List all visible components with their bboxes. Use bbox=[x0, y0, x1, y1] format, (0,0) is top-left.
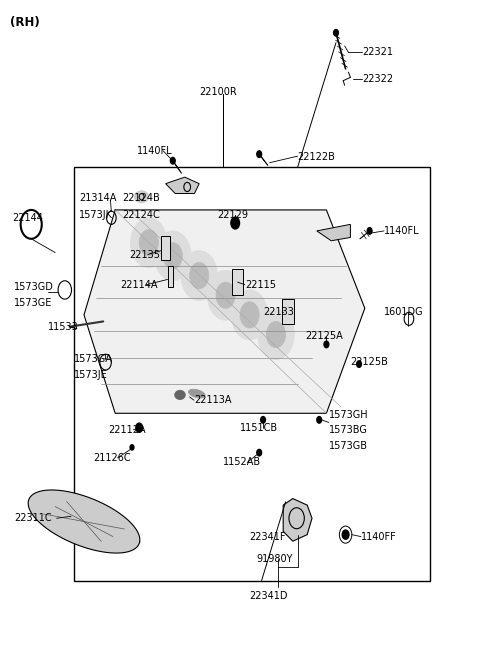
Text: 1573GD: 1573GD bbox=[14, 282, 54, 293]
Text: 1573BG: 1573BG bbox=[329, 425, 368, 436]
Circle shape bbox=[136, 423, 143, 432]
Text: 1573GE: 1573GE bbox=[14, 298, 53, 308]
Text: 22311C: 22311C bbox=[14, 513, 52, 523]
Circle shape bbox=[266, 321, 286, 348]
Bar bbox=[74, 167, 430, 581]
Circle shape bbox=[261, 417, 265, 423]
Text: 22122B: 22122B bbox=[298, 152, 336, 163]
Text: 22322: 22322 bbox=[362, 73, 394, 84]
Text: 91980Y: 91980Y bbox=[257, 554, 293, 564]
Circle shape bbox=[181, 251, 217, 300]
Text: 1140FF: 1140FF bbox=[361, 531, 396, 542]
Circle shape bbox=[216, 282, 235, 308]
Text: 22125B: 22125B bbox=[350, 357, 388, 367]
Text: 22113A: 22113A bbox=[194, 395, 232, 405]
Circle shape bbox=[240, 302, 259, 328]
Circle shape bbox=[130, 445, 134, 450]
Circle shape bbox=[163, 243, 182, 269]
Circle shape bbox=[170, 157, 175, 164]
Circle shape bbox=[257, 449, 262, 456]
Text: 22100R: 22100R bbox=[199, 87, 237, 97]
Bar bbox=[232, 269, 243, 295]
Circle shape bbox=[207, 270, 244, 320]
Text: 1573GB: 1573GB bbox=[329, 441, 368, 451]
Circle shape bbox=[257, 151, 262, 157]
Circle shape bbox=[139, 230, 158, 256]
Text: 22341F: 22341F bbox=[250, 531, 286, 542]
Circle shape bbox=[258, 310, 294, 359]
Text: 1140FL: 1140FL bbox=[137, 146, 172, 156]
Polygon shape bbox=[84, 210, 365, 413]
Text: 1573GH: 1573GH bbox=[329, 409, 369, 420]
Bar bbox=[282, 299, 294, 324]
Text: 22124B: 22124B bbox=[122, 193, 160, 203]
Bar bbox=[161, 236, 170, 260]
Circle shape bbox=[190, 262, 209, 289]
Text: 22341D: 22341D bbox=[250, 590, 288, 601]
Circle shape bbox=[367, 228, 372, 234]
Text: 22133: 22133 bbox=[263, 307, 294, 318]
Polygon shape bbox=[166, 177, 199, 194]
Text: 1151CB: 1151CB bbox=[240, 422, 278, 433]
Circle shape bbox=[317, 417, 322, 423]
Circle shape bbox=[357, 361, 361, 367]
Text: 22112A: 22112A bbox=[108, 424, 145, 435]
Bar bbox=[168, 266, 173, 287]
Polygon shape bbox=[28, 490, 140, 553]
Polygon shape bbox=[283, 499, 312, 541]
Ellipse shape bbox=[134, 191, 149, 203]
Circle shape bbox=[231, 217, 240, 229]
Text: 22124C: 22124C bbox=[122, 210, 160, 220]
Circle shape bbox=[131, 218, 167, 268]
Text: 1152AB: 1152AB bbox=[223, 457, 261, 468]
Text: 21126C: 21126C bbox=[94, 453, 131, 463]
Text: (RH): (RH) bbox=[10, 16, 39, 30]
Text: 1573JE: 1573JE bbox=[74, 370, 108, 380]
Text: 22129: 22129 bbox=[217, 210, 248, 220]
Circle shape bbox=[155, 231, 191, 281]
Text: 22114A: 22114A bbox=[120, 279, 157, 290]
Polygon shape bbox=[317, 224, 350, 241]
Circle shape bbox=[231, 290, 268, 340]
Text: 1573GA: 1573GA bbox=[74, 354, 113, 365]
Text: 22135: 22135 bbox=[130, 249, 161, 260]
Circle shape bbox=[342, 530, 349, 539]
Circle shape bbox=[324, 341, 329, 348]
Text: 11533: 11533 bbox=[48, 321, 79, 332]
Text: 1140FL: 1140FL bbox=[384, 226, 420, 236]
Text: 22144: 22144 bbox=[12, 213, 43, 223]
Text: 22115: 22115 bbox=[245, 279, 276, 290]
Circle shape bbox=[334, 30, 338, 36]
Text: 22321: 22321 bbox=[362, 47, 394, 58]
Ellipse shape bbox=[189, 389, 205, 398]
Text: 22125A: 22125A bbox=[305, 331, 343, 341]
Text: 21314A: 21314A bbox=[79, 193, 117, 203]
Text: 1601DG: 1601DG bbox=[384, 307, 424, 318]
Text: 1573JK: 1573JK bbox=[79, 210, 113, 220]
Ellipse shape bbox=[175, 390, 185, 400]
